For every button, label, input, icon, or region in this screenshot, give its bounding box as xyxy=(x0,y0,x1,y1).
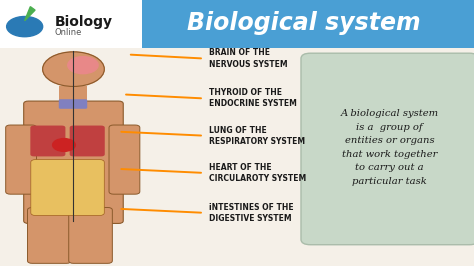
Text: iNTESTINES OF THE
DIGESTIVE SYSTEM: iNTESTINES OF THE DIGESTIVE SYSTEM xyxy=(209,203,293,223)
Text: LUNG OF THE
RESPIRATORY SYSTEM: LUNG OF THE RESPIRATORY SYSTEM xyxy=(209,126,305,146)
Text: Online: Online xyxy=(55,28,82,38)
FancyBboxPatch shape xyxy=(30,126,65,156)
FancyBboxPatch shape xyxy=(6,125,36,194)
Circle shape xyxy=(7,16,43,37)
FancyBboxPatch shape xyxy=(59,99,87,109)
FancyBboxPatch shape xyxy=(59,86,87,106)
Text: THYROID OF THE
ENDOCRINE SYSTEM: THYROID OF THE ENDOCRINE SYSTEM xyxy=(209,88,296,109)
Circle shape xyxy=(53,139,75,151)
FancyBboxPatch shape xyxy=(301,53,474,245)
FancyBboxPatch shape xyxy=(109,125,140,194)
Circle shape xyxy=(43,52,104,86)
FancyBboxPatch shape xyxy=(0,0,142,48)
FancyBboxPatch shape xyxy=(142,0,474,48)
Circle shape xyxy=(68,57,98,74)
FancyBboxPatch shape xyxy=(27,207,71,263)
FancyBboxPatch shape xyxy=(69,207,112,263)
FancyBboxPatch shape xyxy=(31,160,104,215)
Text: BRAIN OF THE
NERVOUS SYSTEM: BRAIN OF THE NERVOUS SYSTEM xyxy=(209,48,287,69)
FancyBboxPatch shape xyxy=(24,101,123,223)
Text: A biological system
is a  group of
entities or organs
that work together
to carr: A biological system is a group of entiti… xyxy=(340,109,439,186)
Text: Biology: Biology xyxy=(55,15,112,29)
Text: HEART OF THE
CIRCULAROTY SYSTEM: HEART OF THE CIRCULAROTY SYSTEM xyxy=(209,163,306,183)
Polygon shape xyxy=(25,7,35,21)
Text: Biological system: Biological system xyxy=(187,11,420,35)
FancyBboxPatch shape xyxy=(70,126,105,156)
